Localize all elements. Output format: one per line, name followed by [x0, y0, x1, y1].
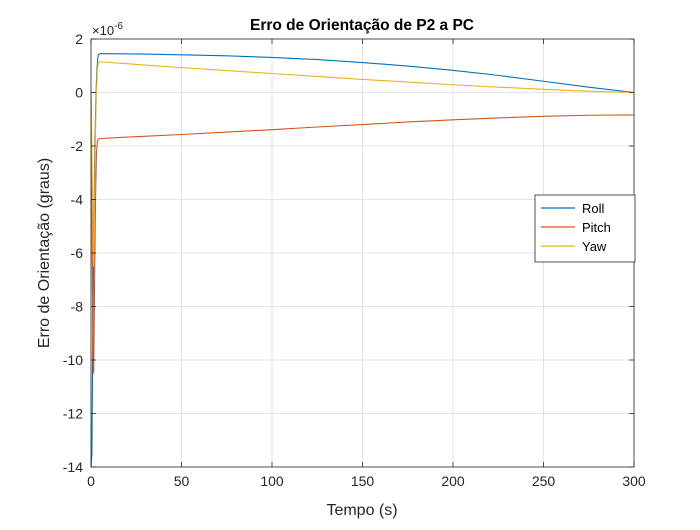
series-layer	[91, 53, 634, 467]
y-tick-label: -12	[63, 406, 83, 422]
y-tick-label: -4	[71, 192, 84, 208]
x-tick-label: 200	[441, 473, 465, 489]
y-axis-label: Erro de Orientação (graus)	[36, 158, 53, 348]
y-tick-label: -6	[71, 245, 84, 261]
y-tick-label: 0	[75, 85, 83, 101]
x-axis-label: Tempo (s)	[326, 502, 397, 519]
y-axis-exponent-power: -6	[114, 21, 123, 32]
legend-label-roll: Roll	[582, 201, 605, 216]
legend: Roll Pitch Yaw	[534, 194, 636, 263]
y-tick-label: -14	[63, 459, 83, 475]
ticks: 0 50 100 150 200 250 300 -14 -12 -10 -8 -6 -4 -2 0 2	[63, 31, 646, 489]
legend-label-pitch: Pitch	[582, 220, 611, 235]
y-axis-exponent-base: ×10	[92, 23, 114, 38]
x-tick-label: 50	[174, 473, 190, 489]
legend-label-yaw: Yaw	[582, 239, 607, 254]
y-tick-label: -8	[71, 299, 84, 315]
series-line-pitch	[91, 92, 634, 374]
x-tick-label: 0	[87, 473, 95, 489]
y-tick-label: -10	[63, 352, 83, 368]
x-tick-label: 300	[622, 473, 646, 489]
legend-box	[534, 194, 636, 263]
x-tick-label: 100	[260, 473, 284, 489]
series-line-yaw	[91, 61, 634, 267]
y-tick-label: -2	[71, 138, 84, 154]
y-tick-label: 2	[75, 31, 83, 47]
chart-title: Erro de Orientação de P2 a PC	[250, 17, 474, 34]
x-tick-label: 150	[351, 473, 375, 489]
x-tick-label: 250	[532, 473, 556, 489]
y-axis-exponent: ×10-6	[92, 21, 123, 38]
